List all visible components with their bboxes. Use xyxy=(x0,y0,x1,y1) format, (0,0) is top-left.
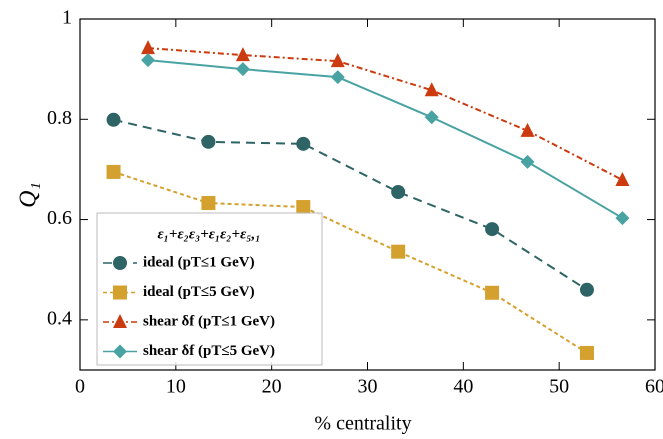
x-tick-label: 10 xyxy=(166,376,186,398)
x-tick-label: 40 xyxy=(453,376,473,398)
legend-label: shear δf (pT≤1 GeV) xyxy=(143,313,275,329)
marker xyxy=(485,285,500,300)
marker xyxy=(330,70,345,85)
marker xyxy=(113,314,127,328)
x-tick-label: 0 xyxy=(75,376,85,398)
series-line xyxy=(147,47,623,181)
marker xyxy=(424,82,439,97)
marker xyxy=(201,134,216,149)
marker xyxy=(424,110,439,125)
marker xyxy=(235,47,250,62)
marker xyxy=(391,184,406,199)
marker xyxy=(520,154,535,169)
marker xyxy=(579,282,594,297)
marker xyxy=(106,112,121,127)
y-tick-label: 0.8 xyxy=(47,107,72,129)
y-axis-label: Q₁ xyxy=(16,182,42,208)
legend-label: shear δf (pT≤5 GeV) xyxy=(143,343,275,359)
x-tick-label: 20 xyxy=(262,376,282,398)
marker xyxy=(296,136,311,151)
marker xyxy=(615,211,630,226)
x-tick-label: 30 xyxy=(358,376,378,398)
series-line xyxy=(147,59,623,219)
y-tick-label: 1 xyxy=(62,7,72,29)
marker xyxy=(141,53,156,68)
marker xyxy=(615,171,630,186)
marker xyxy=(201,196,216,211)
y-tick-label: 0.4 xyxy=(47,307,72,329)
marker xyxy=(141,40,156,55)
x-axis-label: % centrality xyxy=(314,413,411,435)
x-tick-label: 60 xyxy=(645,376,663,398)
marker xyxy=(296,200,311,215)
legend: ε₁+ε₂ε₃+ε₁ε₂+ε₅,₁ ideal (pT≤1 GeV) ideal (… xyxy=(96,212,323,366)
marker xyxy=(113,256,127,270)
series-line xyxy=(113,118,588,291)
y-tick-label: 0.6 xyxy=(47,207,72,229)
marker xyxy=(391,244,406,259)
legend-label: ideal (pT≤1 GeV) xyxy=(143,254,255,270)
legend-label: ideal (pT≤5 GeV) xyxy=(143,284,255,300)
legend-title: ε₁+ε₂ε₃+ε₁ε₂+ε₅,₁ xyxy=(158,226,261,242)
series-line xyxy=(113,170,588,354)
marker xyxy=(485,222,500,237)
x-tick-label: 50 xyxy=(549,376,569,398)
marker xyxy=(330,53,345,68)
marker xyxy=(520,122,535,137)
marker xyxy=(235,62,250,77)
marker xyxy=(579,345,594,360)
marker xyxy=(113,285,127,300)
legend-box xyxy=(96,212,323,366)
marker xyxy=(106,164,121,179)
marker xyxy=(113,344,127,359)
